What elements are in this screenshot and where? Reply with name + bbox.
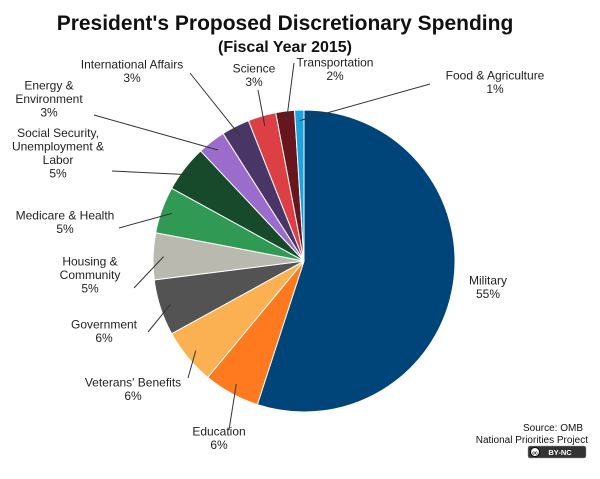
leader-line bbox=[111, 170, 194, 176]
leader-line bbox=[189, 72, 241, 137]
pie-slice bbox=[256, 109, 456, 413]
leader-line bbox=[228, 384, 237, 431]
leader-line bbox=[118, 212, 173, 229]
leader-line bbox=[285, 62, 295, 122]
leader-line bbox=[147, 304, 171, 333]
leader-line bbox=[93, 114, 219, 151]
chart-subtitle: (Fiscal Year 2015) bbox=[218, 39, 352, 56]
cc-icon bbox=[530, 447, 540, 457]
slice-label: Social Security, Unemployment & Labor 5% bbox=[12, 126, 104, 181]
leader-line bbox=[299, 83, 431, 122]
slice-label: Energy & Environment 3% bbox=[15, 79, 83, 120]
leader-line bbox=[133, 256, 164, 289]
slice-label: Military 55% bbox=[469, 273, 507, 301]
source-organization: National Priorities Project bbox=[476, 435, 588, 446]
slice-label: Science 3% bbox=[233, 61, 276, 89]
leader-line bbox=[187, 350, 197, 379]
slice-label: International Affairs 3% bbox=[81, 57, 184, 85]
chart-title: President's Proposed Discretionary Spend… bbox=[57, 12, 514, 35]
pie-slice bbox=[293, 109, 305, 262]
slice-label: Government 6% bbox=[71, 317, 138, 345]
license-badge: cc BY-NC bbox=[527, 445, 587, 459]
slice-label: Food & Agriculture 1% bbox=[446, 68, 545, 96]
slice-label: Veterans' Benefits 6% bbox=[85, 375, 181, 403]
slice-label: Medicare & Health 5% bbox=[16, 208, 115, 236]
leader-line bbox=[257, 89, 266, 127]
license-text: BY-NC bbox=[548, 448, 572, 457]
svg-text:cc: cc bbox=[532, 451, 538, 457]
slice-label: Transportation 2% bbox=[297, 55, 374, 83]
slice-label: Housing & Community 5% bbox=[60, 255, 121, 296]
source-line: Source: OMB bbox=[523, 423, 583, 434]
slice-label: Education 6% bbox=[192, 424, 245, 452]
